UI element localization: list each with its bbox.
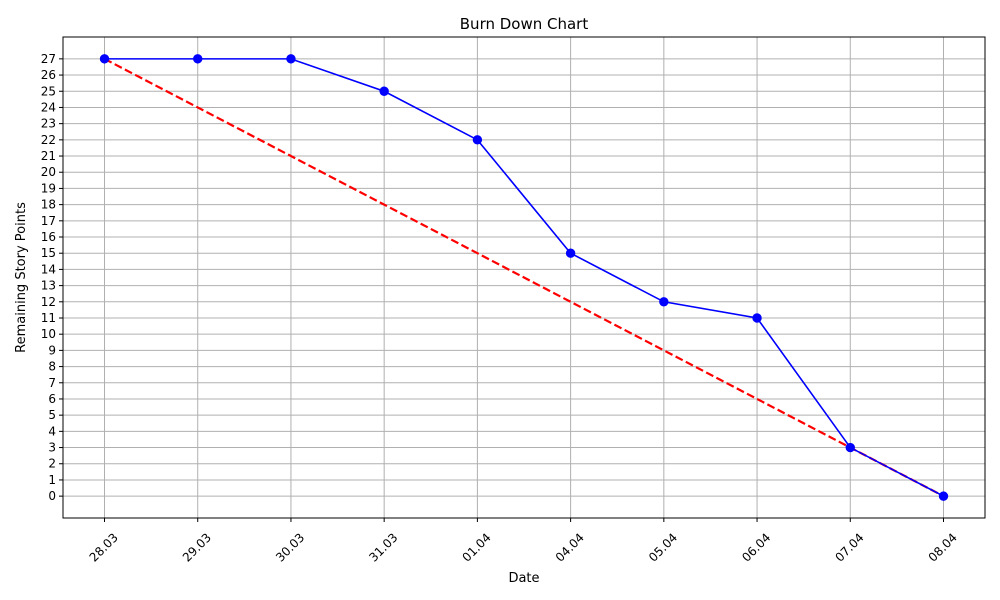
actual-point xyxy=(99,54,110,64)
y-tick-label: 19 xyxy=(41,181,56,195)
y-tick-label: 18 xyxy=(41,198,56,212)
grid xyxy=(63,37,985,518)
y-tick-label: 8 xyxy=(48,360,56,374)
x-axis-label: Date xyxy=(508,571,539,586)
y-tick-label: 5 xyxy=(48,408,56,422)
y-tick-label: 16 xyxy=(41,230,56,244)
actual-point xyxy=(286,54,296,64)
y-tick-label: 14 xyxy=(41,262,56,276)
actual-point xyxy=(379,86,389,96)
y-tick-label: 25 xyxy=(41,84,56,98)
y-tick-label: 3 xyxy=(48,441,56,455)
y-tick-label: 23 xyxy=(41,117,56,131)
y-tick-label: 12 xyxy=(41,295,56,309)
y-axis-label: Remaining Story Points xyxy=(14,202,29,353)
plot-area-frame xyxy=(62,36,986,519)
y-tick-label: 24 xyxy=(41,100,56,114)
y-tick-label: 20 xyxy=(41,165,56,179)
y-tick-label: 4 xyxy=(48,424,56,438)
y-tick-label: 6 xyxy=(48,392,56,406)
actual-point xyxy=(938,491,949,501)
y-tick-label: 13 xyxy=(41,279,56,293)
actual-point xyxy=(565,248,576,258)
y-tick-label: 17 xyxy=(41,214,56,228)
actual-point xyxy=(193,54,203,64)
y-tick-label: 21 xyxy=(41,149,56,163)
y-tick-label: 2 xyxy=(48,457,56,471)
actual-point xyxy=(845,442,855,453)
actual-point xyxy=(752,313,762,323)
series-layer xyxy=(99,54,949,501)
y-tick-label: 7 xyxy=(48,376,56,390)
y-tick-label: 9 xyxy=(48,343,56,357)
ideal-line xyxy=(103,57,945,498)
y-axis-ticks: 0123456789101112131415161718192021222324… xyxy=(41,52,63,503)
actual-line xyxy=(104,58,944,497)
actual-point xyxy=(659,297,669,307)
y-tick-label: 27 xyxy=(41,52,56,66)
actual-point xyxy=(472,135,483,145)
y-tick-label: 1 xyxy=(48,473,56,487)
y-tick-label: 0 xyxy=(48,489,56,503)
y-tick-label: 10 xyxy=(41,327,56,341)
chart-title: Burn Down Chart xyxy=(460,15,589,33)
y-tick-label: 15 xyxy=(41,246,56,260)
y-tick-label: 26 xyxy=(41,68,56,82)
y-tick-label: 11 xyxy=(41,311,56,325)
y-tick-label: 22 xyxy=(41,133,56,147)
